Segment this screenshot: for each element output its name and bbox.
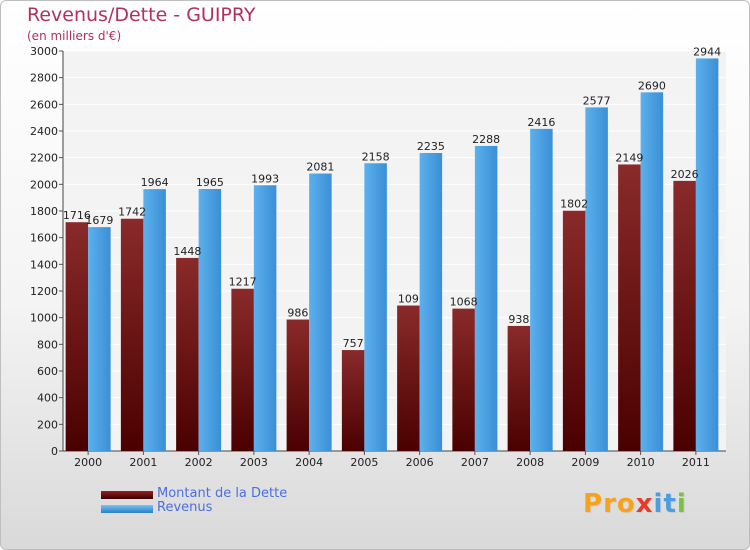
- data-label-revenus: 1964: [141, 176, 169, 189]
- logo-letter: r: [603, 489, 617, 519]
- legend-label-revenus: Revenus: [157, 500, 213, 515]
- data-label-dette: 1448: [173, 245, 201, 258]
- bar-dette: [452, 308, 475, 451]
- legend-swatch-revenus: [101, 505, 153, 513]
- y-tick-label: 1600: [30, 232, 58, 245]
- legend-label-dette: Montant de la Dette: [157, 486, 288, 501]
- bar-dette: [341, 350, 365, 451]
- bar-revenus: [530, 128, 553, 451]
- bar-revenus: [253, 185, 277, 451]
- data-label-dette: 1716: [63, 209, 91, 222]
- data-label-revenus: 2690: [638, 79, 666, 92]
- bar-dette: [120, 218, 144, 451]
- logo-letter: i: [653, 489, 664, 519]
- data-label-dette: 986: [287, 307, 308, 320]
- y-tick-label: 2800: [30, 72, 58, 85]
- logo-letter: x: [635, 489, 654, 519]
- y-tick-label: 1400: [30, 258, 58, 271]
- y-tick-label: 2200: [30, 152, 58, 165]
- bar-dette: [618, 164, 641, 451]
- bar-revenus: [198, 189, 222, 451]
- bar-dette: [397, 305, 420, 451]
- bar-revenus: [640, 92, 664, 451]
- data-label-revenus: 2416: [527, 116, 555, 129]
- data-label-dette: 109: [398, 293, 419, 306]
- y-tick-label: 800: [37, 338, 58, 351]
- x-tick-label: 2011: [682, 456, 710, 469]
- bar-revenus: [474, 145, 498, 451]
- data-label-revenus: 1679: [85, 214, 113, 227]
- data-label-revenus: 2577: [583, 94, 611, 107]
- y-tick-label: 1800: [30, 205, 58, 218]
- bar-dette: [231, 288, 254, 451]
- y-tick-label: 2400: [30, 125, 58, 138]
- x-tick-label: 2008: [516, 456, 544, 469]
- x-tick-label: 2007: [461, 456, 489, 469]
- y-tick-label: 3000: [30, 45, 58, 58]
- bar-revenus: [419, 153, 443, 451]
- data-label-revenus: 2944: [693, 45, 721, 58]
- bar-dette: [65, 222, 89, 451]
- data-label-dette: 2026: [671, 168, 699, 181]
- data-label-revenus: 2288: [472, 133, 500, 146]
- data-label-revenus: 2158: [362, 150, 390, 163]
- data-label-dette: 1802: [560, 198, 588, 211]
- y-tick-label: 600: [37, 365, 58, 378]
- logo-letter: P: [583, 489, 604, 519]
- data-label-dette: 1068: [450, 296, 478, 309]
- data-label-revenus: 1965: [196, 176, 224, 189]
- data-label-dette: 2149: [615, 151, 643, 164]
- logo-letter: i: [676, 489, 687, 519]
- data-label-revenus: 1993: [251, 172, 279, 185]
- legend-swatch-dette: [101, 491, 153, 499]
- y-tick-label: 400: [37, 392, 58, 405]
- chart-title: Revenus/Dette - GUIPRY: [27, 4, 256, 26]
- bar-revenus: [88, 227, 111, 451]
- data-label-revenus: 2081: [306, 161, 334, 174]
- bar-revenus: [695, 58, 719, 451]
- bar-dette: [286, 319, 310, 451]
- x-tick-label: 2005: [350, 456, 378, 469]
- proxiti-logo: Proxiti: [583, 489, 687, 519]
- y-tick-label: 200: [37, 418, 58, 431]
- plot-area: [63, 51, 726, 451]
- bar-revenus: [143, 189, 166, 451]
- y-tick-label: 1200: [30, 285, 58, 298]
- bar-revenus: [585, 107, 608, 452]
- chart-subtitle: (en milliers d'€): [27, 29, 122, 43]
- y-tick-label: 1000: [30, 312, 58, 325]
- x-tick-label: 2000: [74, 456, 102, 469]
- y-tick-label: 2600: [30, 98, 58, 111]
- x-tick-label: 2009: [571, 456, 599, 469]
- bar-revenus: [364, 163, 387, 451]
- y-tick-label: 0: [51, 445, 58, 458]
- x-tick-label: 2001: [129, 456, 157, 469]
- data-label-revenus: 2235: [417, 140, 445, 153]
- bar-dette: [673, 180, 696, 451]
- x-tick-label: 2010: [627, 456, 655, 469]
- bar-dette: [562, 210, 586, 451]
- bar-dette: [176, 257, 199, 451]
- logo-letter: o: [616, 489, 636, 519]
- data-label-dette: 938: [508, 313, 529, 326]
- bar-revenus: [309, 173, 332, 452]
- x-tick-label: 2003: [240, 456, 268, 469]
- x-tick-label: 2006: [406, 456, 434, 469]
- x-tick-label: 2002: [185, 456, 213, 469]
- x-tick-label: 2004: [295, 456, 323, 469]
- data-label-dette: 757: [343, 337, 364, 350]
- data-label-dette: 1217: [229, 276, 257, 289]
- logo-letter: t: [663, 489, 677, 519]
- data-label-dette: 1742: [118, 206, 146, 219]
- y-tick-label: 2000: [30, 178, 58, 191]
- bar-dette: [507, 325, 531, 451]
